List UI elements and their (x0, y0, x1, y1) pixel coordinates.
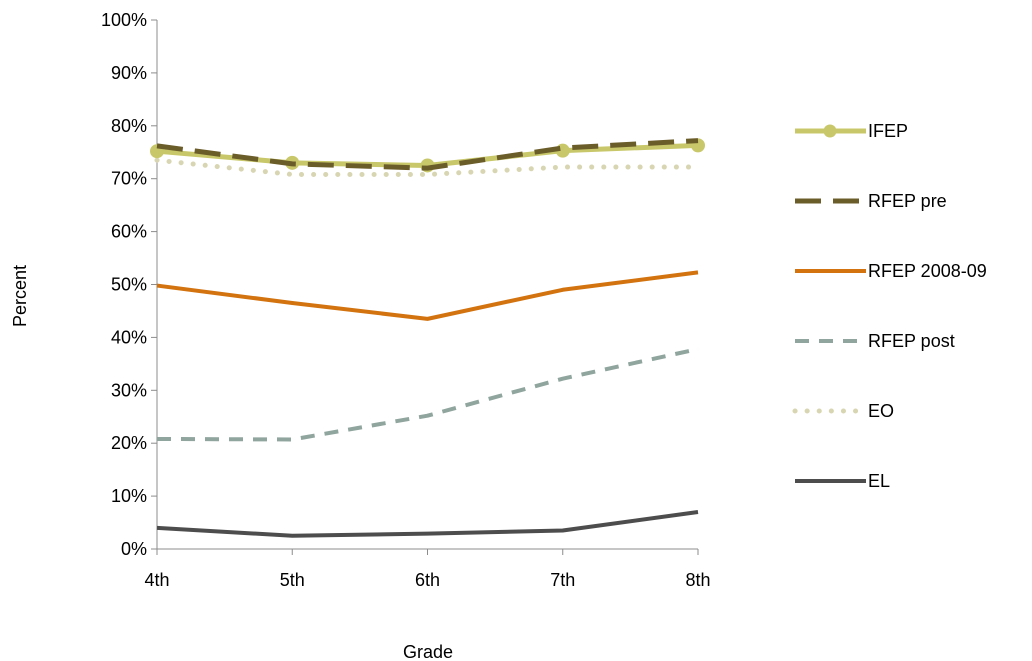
y-tick-label: 80% (111, 116, 147, 136)
data-point-rfep-post (426, 414, 430, 418)
data-point-rfep-2008-09 (426, 317, 430, 321)
data-point-eo (426, 172, 430, 176)
y-tick-label: 70% (111, 169, 147, 189)
x-tick-label: 8th (685, 570, 710, 590)
data-point-rfep-2008-09 (155, 284, 159, 288)
y-tick-label: 60% (111, 222, 147, 242)
data-point-rfep-2008-09 (696, 270, 700, 274)
data-point-el (561, 528, 565, 532)
y-tick-label: 90% (111, 63, 147, 83)
legend-label-rfep-post: RFEP post (868, 331, 955, 351)
x-tick-label: 5th (280, 570, 305, 590)
y-tick-label: 40% (111, 327, 147, 347)
y-axis-ticks: 0% 10% 20% 30% 40% 50% 60% 70% 80% 90% 100% (101, 10, 157, 559)
data-point-eo (155, 158, 159, 162)
data-point-eo (290, 172, 294, 176)
data-point-rfep-pre (426, 166, 430, 170)
series-rfep-post (155, 347, 700, 442)
series-el (155, 509, 700, 538)
x-axis-title: Grade (403, 642, 453, 661)
data-point-rfep-pre (696, 139, 700, 143)
series-rfep-pre (155, 138, 700, 171)
x-tick-label: 4th (144, 570, 169, 590)
data-point-rfep-2008-09 (561, 288, 565, 292)
data-point-rfep-pre (561, 146, 565, 150)
y-tick-label: 100% (101, 10, 147, 30)
data-point-el (290, 534, 294, 538)
legend-marker-ifep (823, 124, 837, 138)
y-tick-label: 20% (111, 433, 147, 453)
legend-label-el: EL (868, 471, 890, 491)
legend-label-rfep-pre: RFEP pre (868, 191, 947, 211)
x-tick-label: 7th (550, 570, 575, 590)
data-point-el (426, 532, 430, 536)
data-point-rfep-post (290, 437, 294, 441)
y-tick-label: 0% (121, 539, 147, 559)
y-tick-label: 30% (111, 380, 147, 400)
data-point-rfep-post (561, 377, 565, 381)
x-axis-ticks: 4th 5th 6th 7th 8th (144, 549, 711, 590)
data-point-rfep-2008-09 (290, 301, 294, 305)
data-point-rfep-pre (290, 162, 294, 166)
legend: IFEP RFEP pre RFEP 2008-09 RFEP post EO EL (792, 121, 987, 491)
data-point-eo (561, 165, 565, 169)
data-point-el (155, 526, 159, 530)
data-point-eo (696, 165, 700, 169)
y-tick-label: 10% (111, 486, 147, 506)
legend-label-eo: EO (868, 401, 894, 421)
data-point-rfep-post (696, 347, 700, 351)
data-point-el (696, 510, 700, 514)
series-rfep-2008-09 (155, 270, 700, 321)
legend-label-ifep: IFEP (868, 121, 908, 141)
x-tick-label: 6th (415, 570, 440, 590)
series-line-rfep-post (156, 347, 699, 442)
series-line-rfep-2008-09 (156, 270, 699, 321)
data-point-rfep-post (155, 437, 159, 441)
series-line-rfep-pre (156, 138, 699, 171)
data-point-rfep-pre (155, 144, 159, 148)
y-tick-label: 50% (111, 275, 147, 295)
series-layer (150, 138, 705, 538)
legend-label-rfep-2008-09: RFEP 2008-09 (868, 261, 987, 281)
series-line-el (156, 509, 699, 538)
y-axis-title: Percent (10, 265, 30, 327)
